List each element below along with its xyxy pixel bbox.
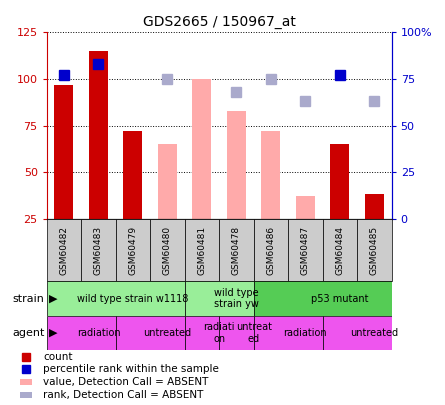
Text: agent: agent xyxy=(12,328,45,338)
Text: GSM60479: GSM60479 xyxy=(129,226,138,275)
Bar xyxy=(323,219,357,281)
Text: untreated: untreated xyxy=(143,328,191,338)
Text: p53 mutant: p53 mutant xyxy=(311,294,368,304)
Bar xyxy=(192,79,211,219)
Bar xyxy=(47,316,116,350)
Text: GSM60487: GSM60487 xyxy=(301,226,310,275)
Text: count: count xyxy=(43,352,73,362)
Text: radiati
on: radiati on xyxy=(203,322,235,344)
Bar xyxy=(150,219,185,281)
Bar xyxy=(20,392,32,398)
Bar xyxy=(185,316,219,350)
Bar xyxy=(288,219,323,281)
Text: GSM60482: GSM60482 xyxy=(60,226,69,275)
Bar xyxy=(219,219,254,281)
Text: GSM60478: GSM60478 xyxy=(232,226,241,275)
Bar xyxy=(81,219,116,281)
Bar xyxy=(89,51,108,219)
Bar xyxy=(20,379,32,385)
Bar xyxy=(261,131,280,219)
Text: GSM60483: GSM60483 xyxy=(94,226,103,275)
Bar xyxy=(47,219,81,281)
Text: untreat
ed: untreat ed xyxy=(236,322,271,344)
Bar xyxy=(219,316,254,350)
Text: percentile rank within the sample: percentile rank within the sample xyxy=(43,364,219,374)
Bar xyxy=(185,219,219,281)
Bar xyxy=(185,281,254,316)
Bar xyxy=(365,194,384,219)
Text: rank, Detection Call = ABSENT: rank, Detection Call = ABSENT xyxy=(43,390,203,400)
Text: untreated: untreated xyxy=(350,328,398,338)
Text: GSM60486: GSM60486 xyxy=(267,226,275,275)
Title: GDS2665 / 150967_at: GDS2665 / 150967_at xyxy=(143,15,295,29)
Bar xyxy=(254,281,392,316)
Text: GSM60481: GSM60481 xyxy=(198,226,206,275)
Bar xyxy=(330,144,349,219)
Bar xyxy=(116,219,150,281)
Text: radiation: radiation xyxy=(77,328,120,338)
Bar xyxy=(227,111,246,219)
Text: strain: strain xyxy=(12,294,45,304)
Bar xyxy=(47,281,185,316)
Bar xyxy=(296,196,315,219)
Bar xyxy=(357,219,392,281)
Text: GSM60484: GSM60484 xyxy=(336,226,344,275)
Text: ▶: ▶ xyxy=(49,294,57,304)
Bar xyxy=(254,316,323,350)
Text: ▶: ▶ xyxy=(49,328,57,338)
Text: wild type
strain yw: wild type strain yw xyxy=(214,288,259,309)
Bar xyxy=(123,131,142,219)
Bar xyxy=(158,144,177,219)
Text: radiation: radiation xyxy=(283,328,327,338)
Bar xyxy=(54,85,73,219)
Text: value, Detection Call = ABSENT: value, Detection Call = ABSENT xyxy=(43,377,208,387)
Bar xyxy=(116,316,185,350)
Bar xyxy=(254,219,288,281)
Text: GSM60480: GSM60480 xyxy=(163,226,172,275)
Text: wild type strain w1118: wild type strain w1118 xyxy=(77,294,189,304)
Text: GSM60485: GSM60485 xyxy=(370,226,379,275)
Bar xyxy=(323,316,392,350)
